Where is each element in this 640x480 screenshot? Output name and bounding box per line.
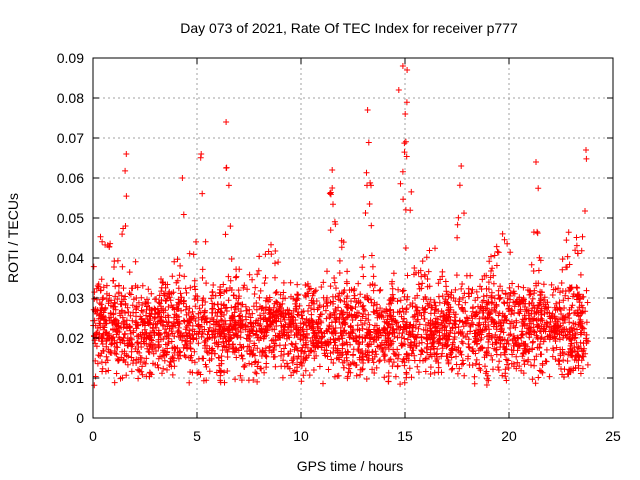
x-tick-label: 20: [501, 428, 517, 444]
y-tick-label: 0.04: [57, 250, 84, 266]
y-tick-label: 0.02: [57, 330, 84, 346]
x-tick-label: 10: [293, 428, 309, 444]
chart-title: Day 073 of 2021, Rate Of TEC Index for r…: [180, 20, 518, 36]
x-tick-label: 15: [397, 428, 413, 444]
plot-frame: [92, 57, 614, 419]
y-tick-label: 0.07: [57, 130, 84, 146]
x-tick-label: 0: [89, 428, 97, 444]
y-tick-label: 0.01: [57, 370, 84, 386]
y-tick-label: 0: [76, 410, 84, 426]
roti-point-markers: [90, 63, 591, 389]
data-points: [90, 63, 591, 389]
y-axis-label: ROTI / TECUs: [5, 193, 21, 283]
y-tick-label: 0.08: [57, 90, 84, 106]
x-tick-label: 25: [605, 428, 621, 444]
axis-ticks: 0 5 10 15 20 25 0 0.01 0.02 0.03 0.04 0.05 0.06 0.07 0…: [57, 50, 621, 444]
x-tick-label: 5: [193, 428, 201, 444]
y-tick-label: 0.05: [57, 210, 84, 226]
y-tick-label: 0.09: [57, 50, 84, 66]
y-tick-label: 0.03: [57, 290, 84, 306]
y-tick-label: 0.06: [57, 170, 84, 186]
x-axis-label: GPS time / hours: [297, 458, 404, 474]
